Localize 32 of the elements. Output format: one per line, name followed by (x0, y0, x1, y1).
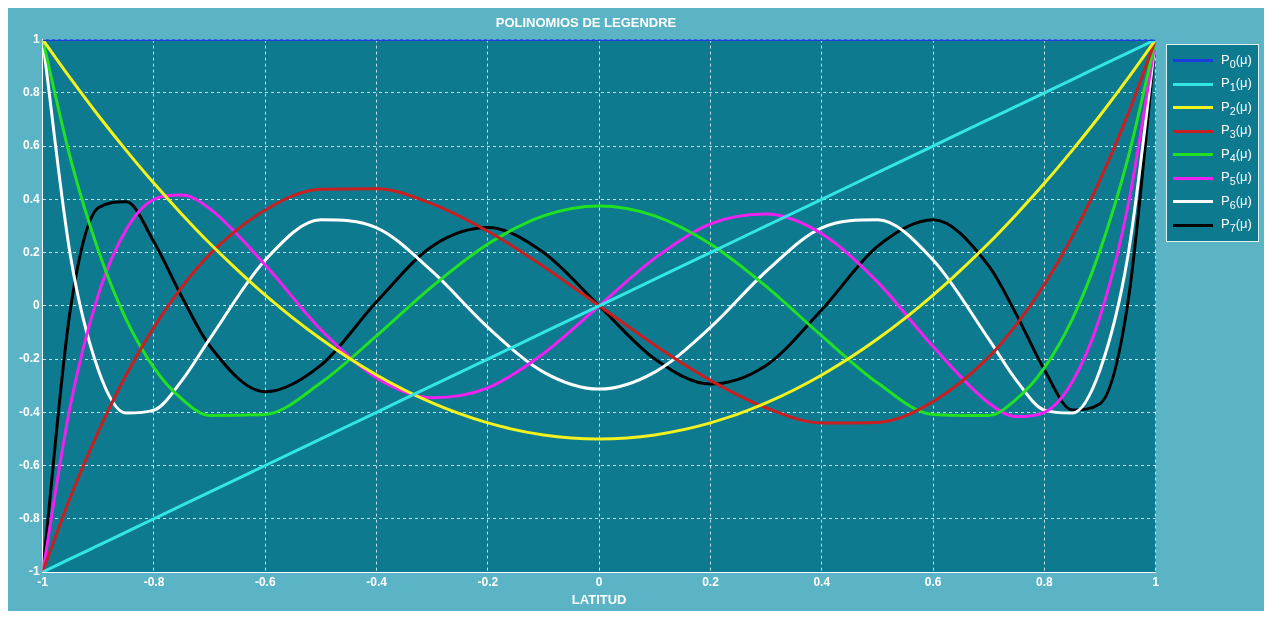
y-tick-label: 1 (32, 31, 40, 46)
x-tick-label: -0.6 (254, 574, 276, 589)
x-tick-label: -0.8 (143, 574, 165, 589)
y-tick-label: -0.4 (18, 404, 40, 419)
legend-label: P$_{0}$(μ) (1221, 51, 1252, 70)
x-tick-label: 0.8 (1036, 574, 1054, 589)
y-tick-label: -0.2 (18, 351, 40, 366)
y-tick-label: -1 (29, 564, 40, 579)
x-tick-label: 0.6 (924, 574, 942, 589)
legend-label: P$_{5}$(μ) (1221, 169, 1252, 188)
y-tick-label: 0.2 (22, 244, 40, 259)
legend-label: P$_{1}$(μ) (1221, 75, 1252, 94)
y-tick-label: 0.6 (22, 138, 40, 153)
legend-label: P$_{6}$(μ) (1221, 192, 1252, 211)
legend-label: P$_{3}$(μ) (1221, 122, 1252, 141)
x-tick-label: 0.4 (813, 574, 831, 589)
legend-label: P$_{2}$(μ) (1221, 98, 1252, 117)
y-tick-label: 0 (32, 298, 40, 313)
x-tick-label: 0 (595, 574, 603, 589)
chart-title: POLINOMIOS DE LEGENDRE (495, 15, 677, 31)
y-tick-label: -0.8 (18, 511, 40, 526)
x-tick-label: 0.2 (702, 574, 720, 589)
y-tick-label: -0.6 (18, 457, 40, 472)
x-tick-label: 1 (1152, 574, 1160, 589)
y-tick-label: 0.8 (22, 85, 40, 100)
line-series (42, 39, 1156, 572)
y-tick-label: 0.4 (22, 191, 40, 206)
x-tick-label: -0.4 (366, 574, 388, 589)
x-tick-label: -0.2 (477, 574, 499, 589)
legend-label: P$_{7}$(μ) (1221, 216, 1252, 235)
legend-label: P$_{4}$(μ) (1221, 145, 1252, 164)
x-axis-title: LATITUD (571, 591, 627, 607)
